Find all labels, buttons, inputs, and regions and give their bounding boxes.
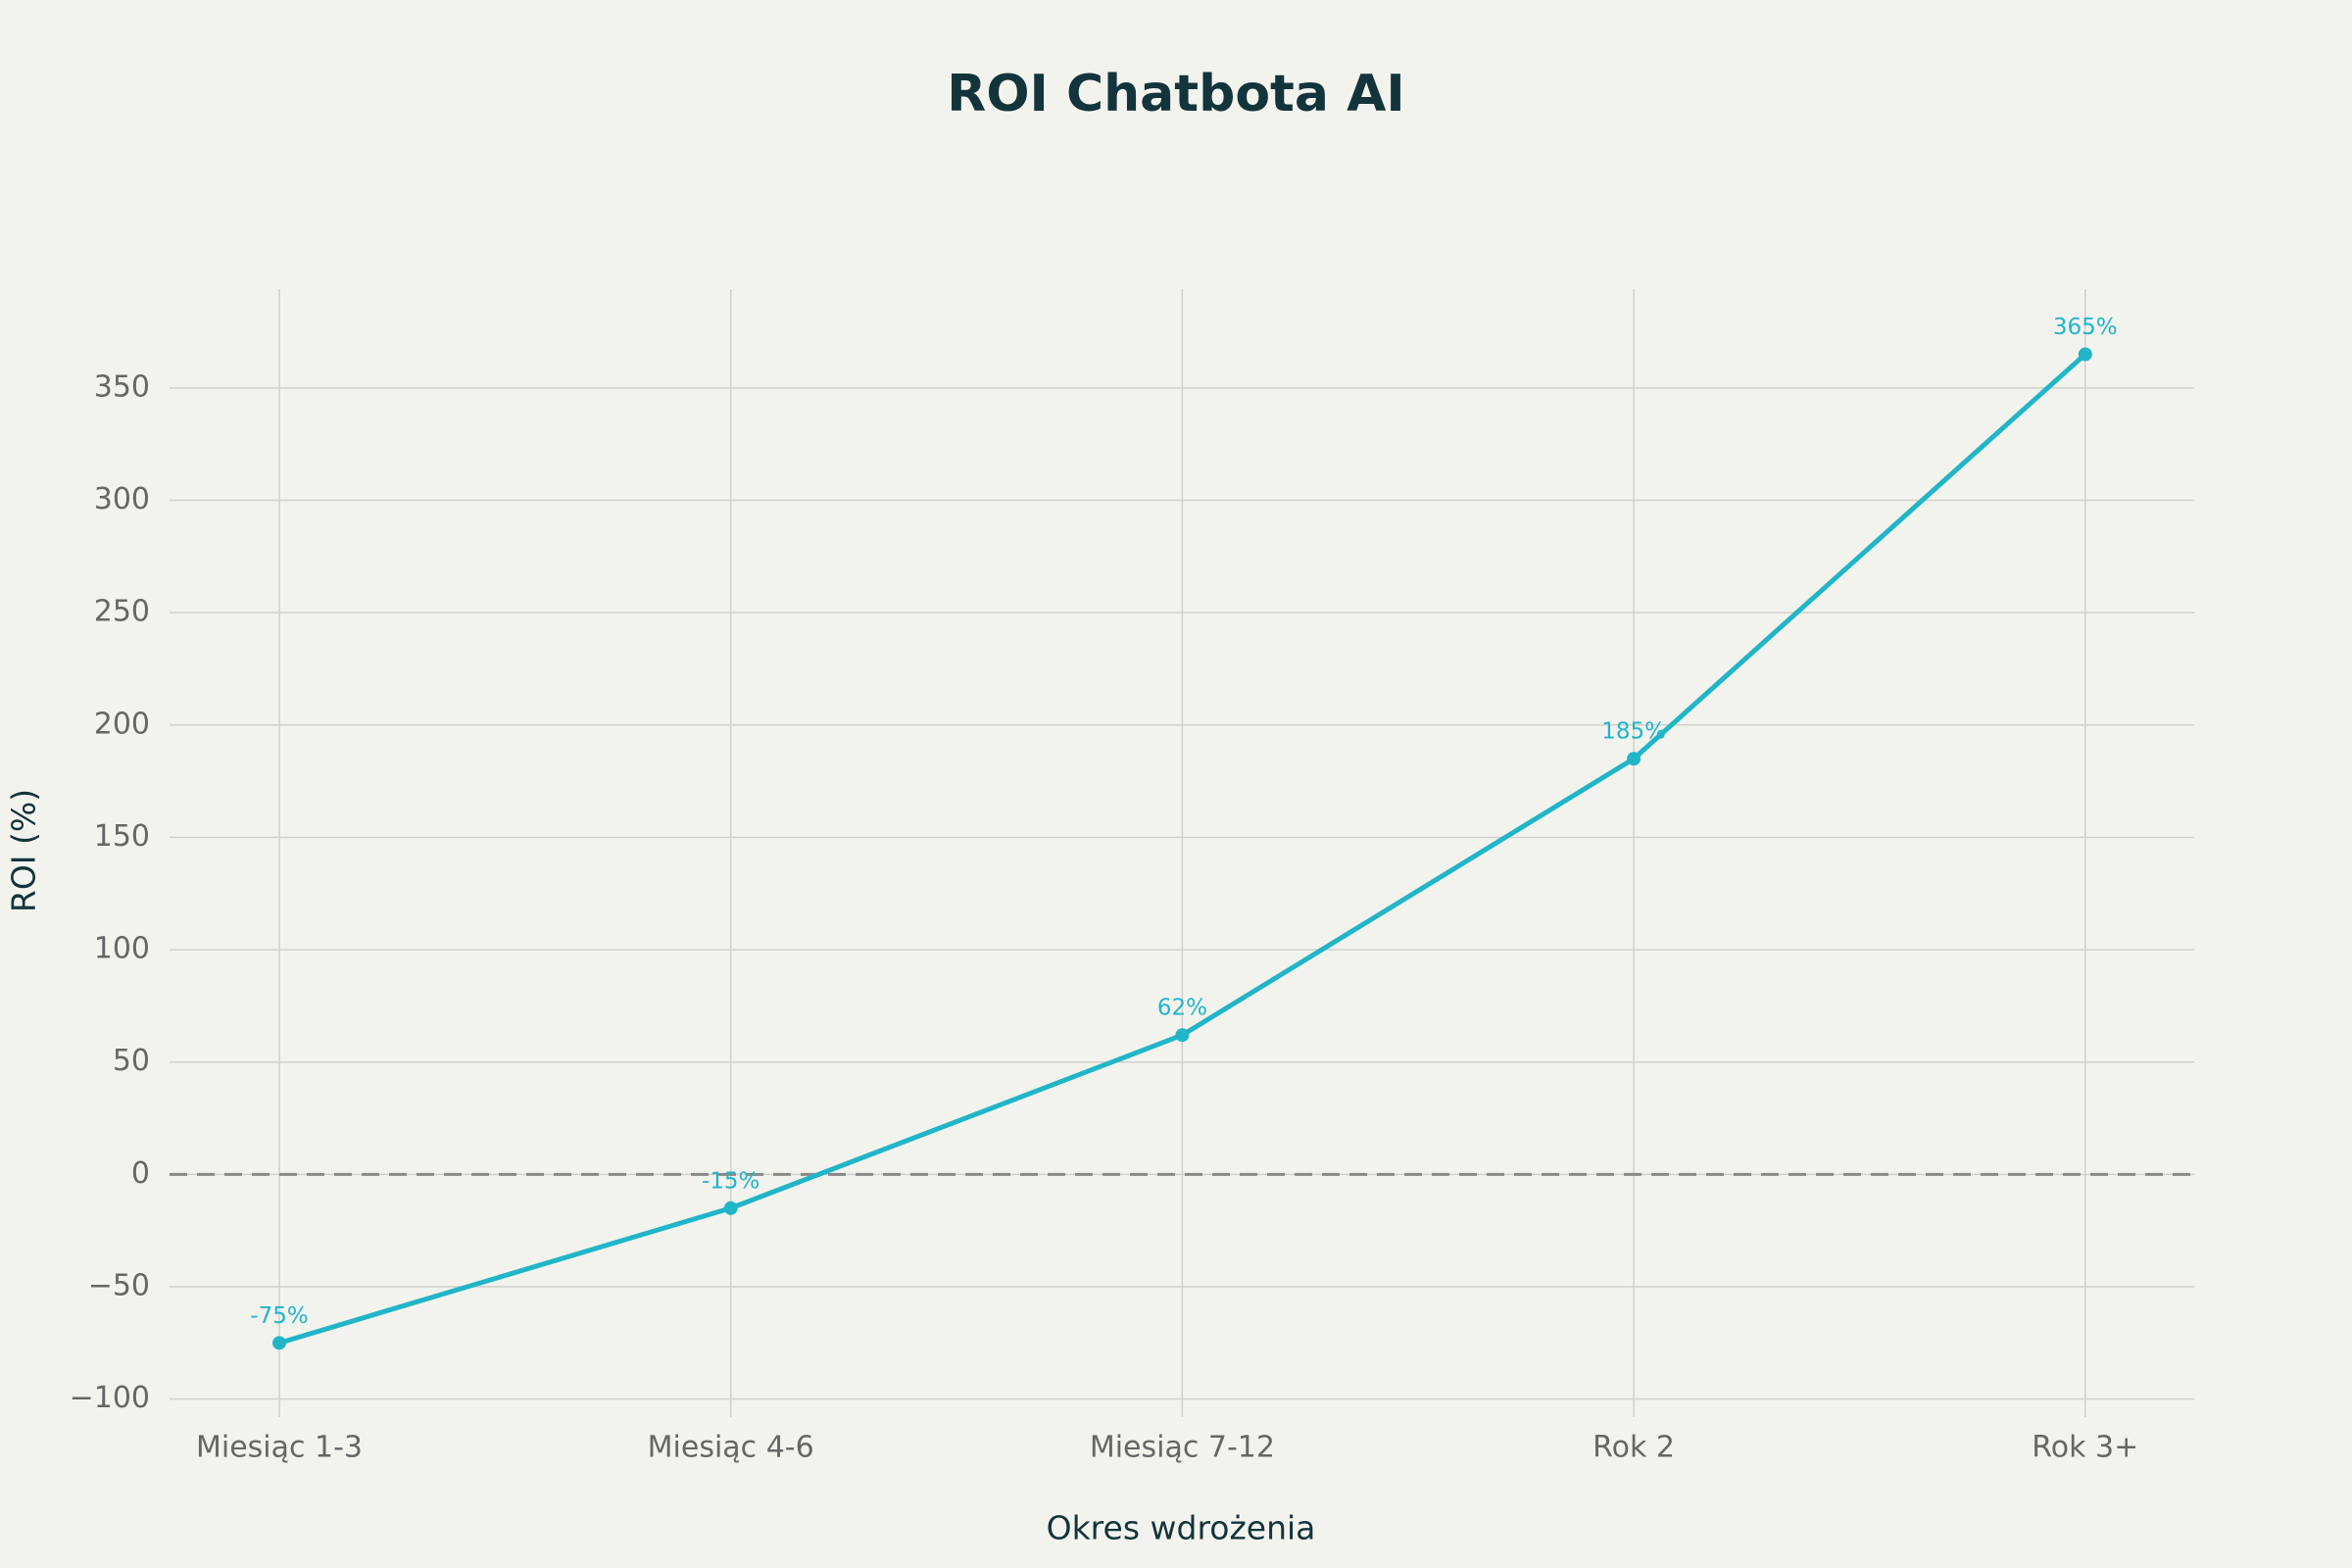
x-axis-title: Okres wdrożenia [1047,1509,1316,1547]
value-label: -15% [702,1168,760,1194]
y-axis-title: ROI (%) [5,789,43,912]
y-tick-label: 0 [131,1156,150,1191]
x-tick-label: Miesiąc 1-3 [196,1431,363,1465]
y-tick-label: −100 [70,1381,150,1415]
y-tick-label: 200 [94,707,150,741]
value-label: 365% [2053,315,2118,340]
y-tick-label: 100 [94,932,150,966]
point [272,1336,286,1350]
y-tick-label: 150 [94,819,150,854]
point [1627,752,1642,766]
point [723,1200,738,1215]
y-tick-label: 300 [94,482,150,516]
x-tick-label: Rok 2 [1592,1431,1675,1465]
value-label: -75% [250,1303,308,1329]
point [1175,1028,1190,1043]
chart-title: ROI Chatbota AI [947,65,1404,123]
x-tick-label: Rok 3+ [2032,1431,2138,1465]
y-tick-label: 50 [113,1044,150,1078]
y-tick-label: 250 [94,595,150,629]
value-label: 185% [1601,719,1666,745]
y-tick-label: 350 [94,369,150,404]
x-tick-label: Miesiąc 7-12 [1090,1431,1275,1465]
y-tick-label: −50 [88,1269,150,1303]
x-tick-label: Miesiąc 4-6 [648,1431,814,1465]
point [2078,347,2092,362]
value-label: 62% [1157,996,1207,1021]
